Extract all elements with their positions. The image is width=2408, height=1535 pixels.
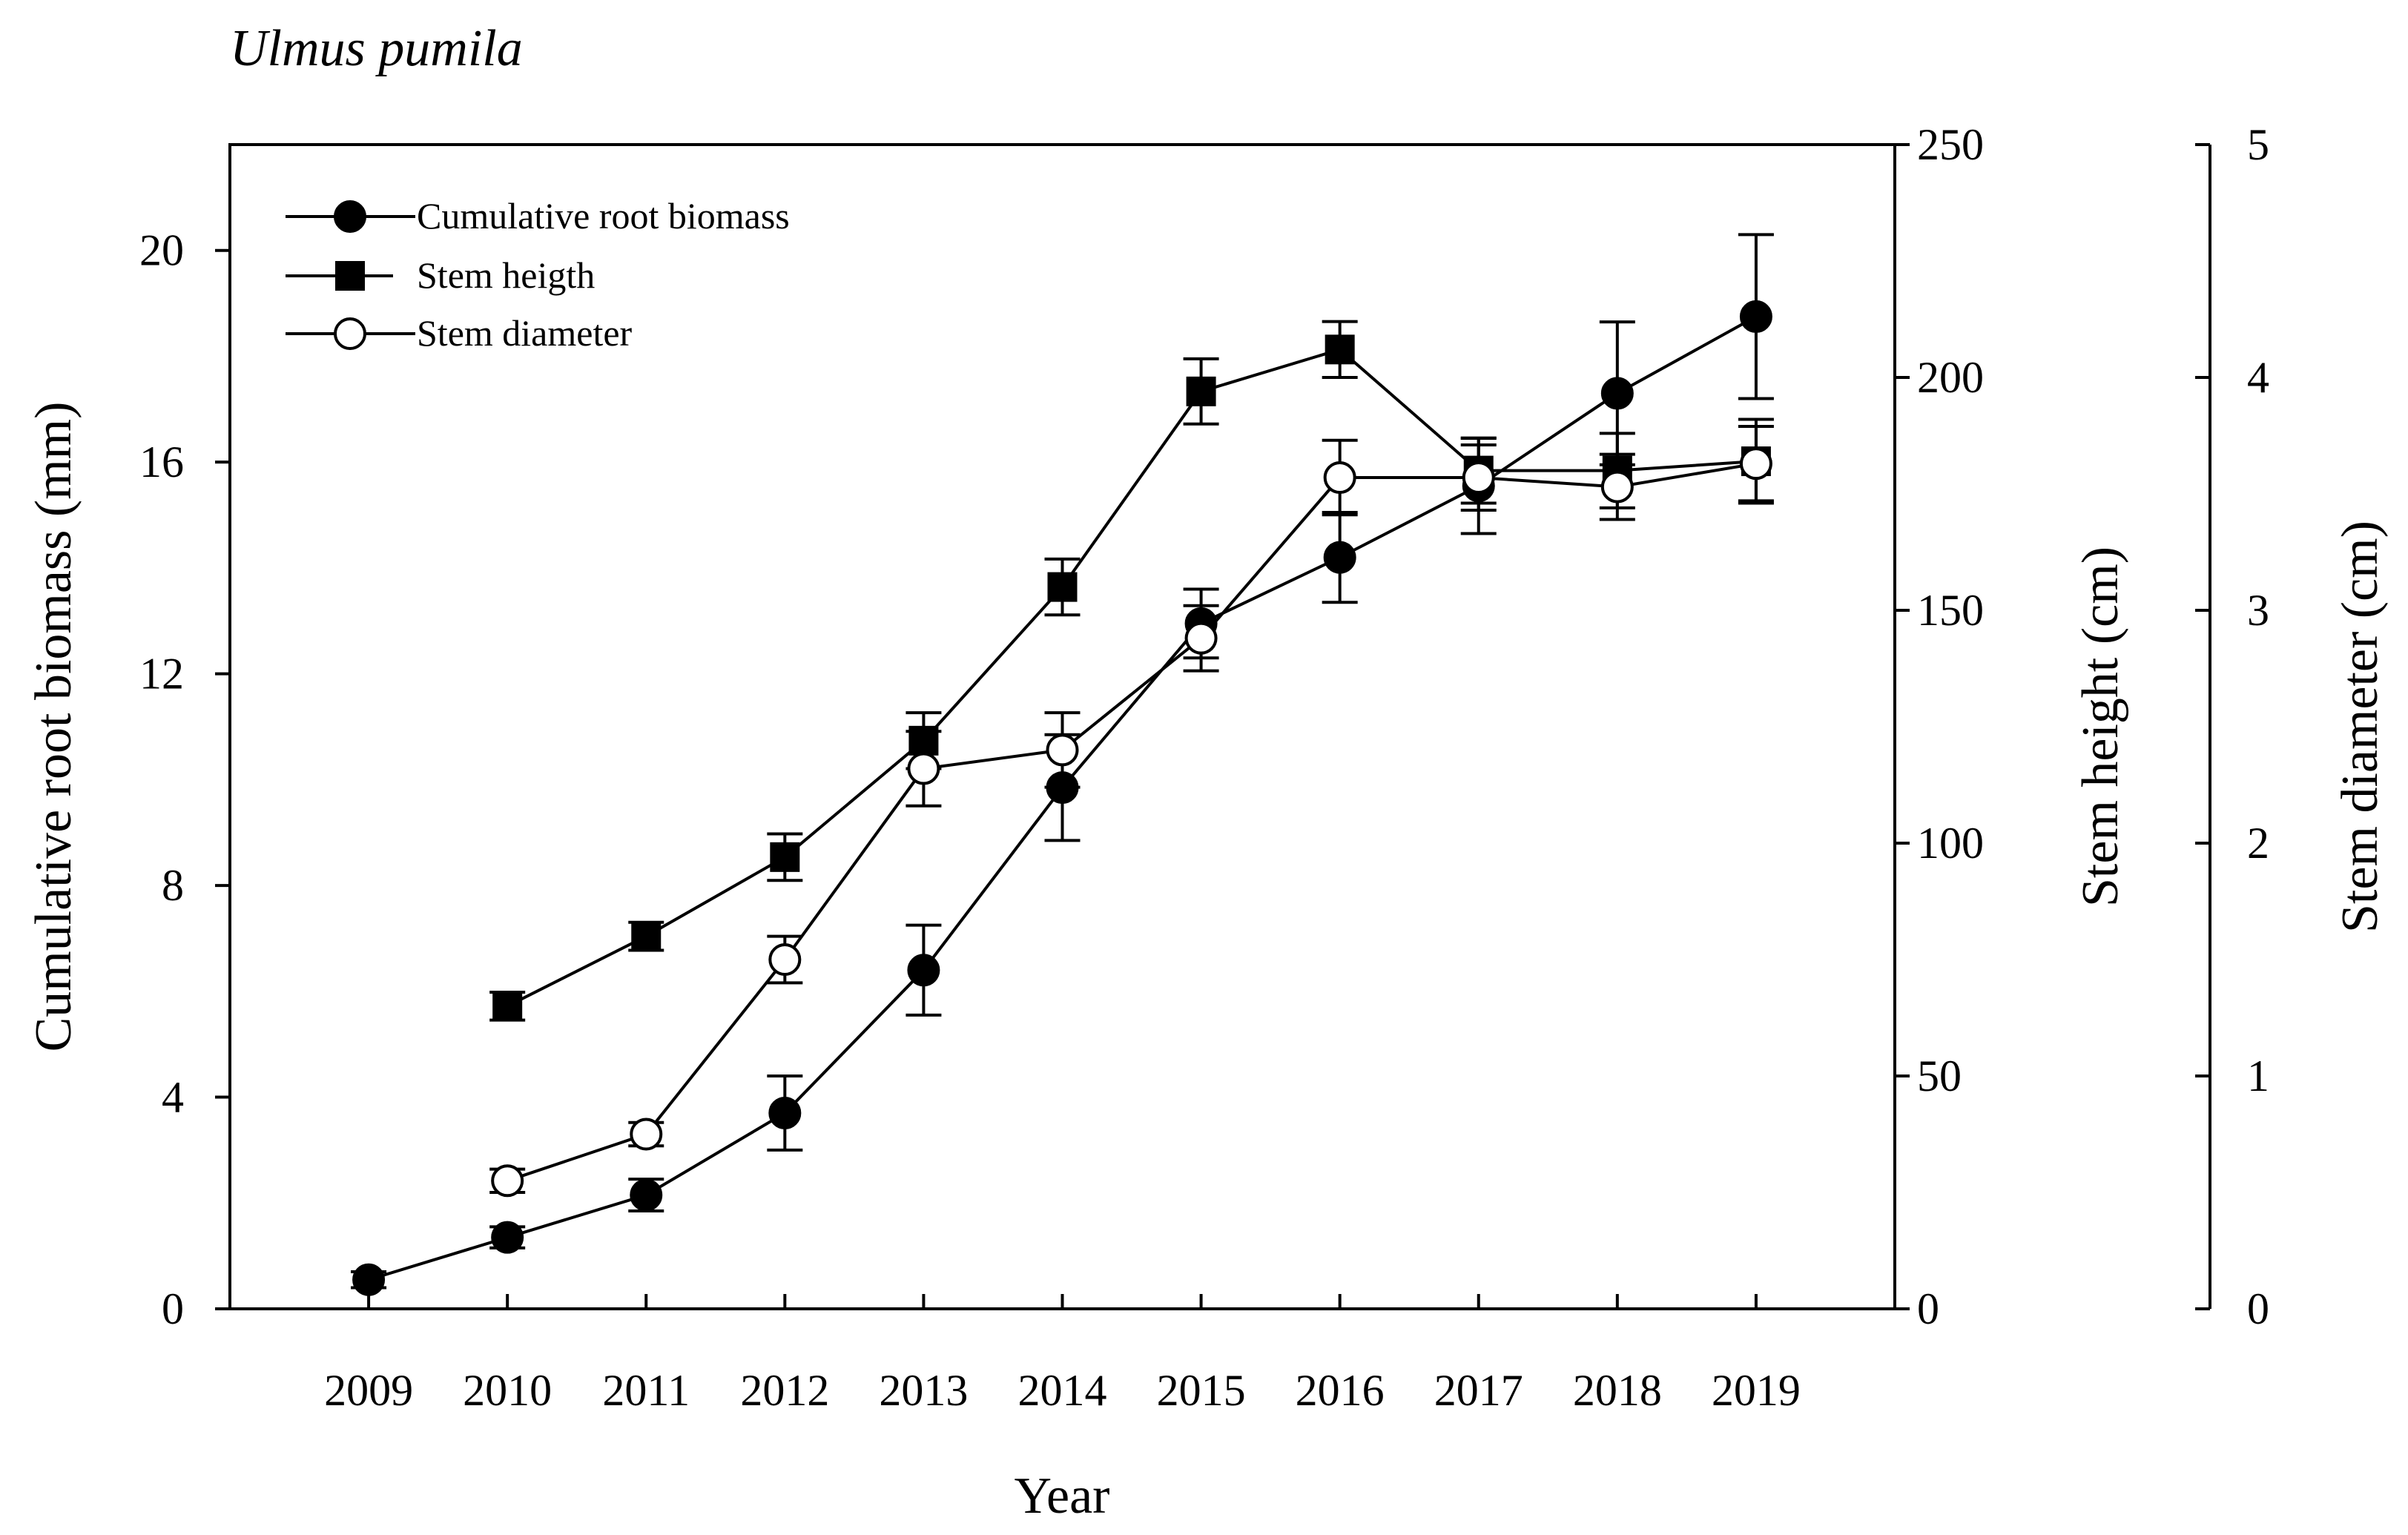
legend-entry-stem-diameter: Stem diameter xyxy=(286,312,633,354)
x-axis: 2009 2010 2011 2012 2013 2014 2015 2016 2017 2018… xyxy=(324,1294,1801,1415)
data-point xyxy=(1462,461,1495,495)
right-tick-label: 150 xyxy=(1917,586,1984,635)
x-tick-label: 2017 xyxy=(1434,1366,1523,1415)
right-tick-label: 0 xyxy=(1917,1284,1939,1333)
x-tick-label: 2016 xyxy=(1296,1366,1385,1415)
data-point xyxy=(907,954,940,987)
legend-label-stem-height: Stem heigth xyxy=(417,254,595,296)
x-tick-label: 2011 xyxy=(602,1366,690,1415)
right2-tick-label: 5 xyxy=(2247,120,2269,169)
data-point xyxy=(630,1118,663,1151)
left-tick-label: 0 xyxy=(162,1284,184,1333)
data-point xyxy=(1047,572,1078,602)
series-layer xyxy=(351,233,1774,1296)
legend: Cumulative root biomass Stem heigth Stem… xyxy=(286,195,790,354)
data-point xyxy=(1323,461,1356,495)
series-line-2 xyxy=(507,462,1757,1183)
data-point xyxy=(1046,733,1079,767)
data-point xyxy=(1325,334,1355,365)
data-point xyxy=(491,1221,524,1254)
right2-tick-label: 1 xyxy=(2247,1052,2269,1100)
right-tick-label: 250 xyxy=(1917,120,1984,169)
left-tick-label: 8 xyxy=(162,861,184,910)
x-tick-label: 2009 xyxy=(324,1366,413,1415)
x-tick-label: 2014 xyxy=(1018,1366,1107,1415)
right-tick-label: 50 xyxy=(1917,1052,1962,1100)
right-axis: 0 50 100 150 200 250 xyxy=(1895,120,1984,1333)
data-point xyxy=(631,921,662,951)
right2-tick-label: 3 xyxy=(2247,586,2269,635)
left-axis-title: Cumulative root biomass (mm) xyxy=(25,402,82,1052)
data-point xyxy=(1186,376,1216,406)
data-point xyxy=(1739,300,1772,333)
x-tick-label: 2015 xyxy=(1157,1366,1246,1415)
data-point xyxy=(352,1263,386,1296)
right2-tick-label: 0 xyxy=(2247,1284,2269,1333)
right-tick-label: 200 xyxy=(1917,353,1984,402)
data-point xyxy=(1184,621,1218,655)
legend-label-root-biomass: Cumulative root biomass xyxy=(417,195,790,237)
data-point xyxy=(630,1178,663,1212)
data-point xyxy=(1323,541,1356,574)
left-axis: 0 4 8 12 16 20 xyxy=(139,226,230,1333)
right2-tick-label: 4 xyxy=(2247,353,2269,402)
right-axis-title: Stem height (cm) xyxy=(2072,547,2129,907)
legend-marker-stem-diameter xyxy=(334,317,366,350)
x-tick-label: 2010 xyxy=(463,1366,552,1415)
right2-axis: 0 1 2 3 4 5 xyxy=(2195,120,2269,1333)
left-tick-label: 20 xyxy=(139,226,184,275)
x-tick-label: 2013 xyxy=(879,1366,968,1415)
legend-entry-stem-height: Stem heigth xyxy=(286,254,595,296)
data-point xyxy=(492,991,523,1021)
data-point xyxy=(1739,447,1772,481)
right2-axis-title: Stem diameter (cm) xyxy=(2332,521,2389,933)
legend-entry-root-biomass: Cumulative root biomass xyxy=(286,195,790,237)
right2-tick-label: 2 xyxy=(2247,819,2269,868)
chart-title: Ulmus pumila xyxy=(230,20,523,77)
right-tick-label: 100 xyxy=(1917,819,1984,868)
legend-marker-root-biomass xyxy=(334,200,366,233)
series-line-1 xyxy=(507,348,1757,1008)
data-point xyxy=(491,1164,524,1198)
data-point xyxy=(768,943,802,976)
data-point xyxy=(768,1096,802,1129)
data-point xyxy=(907,752,940,785)
data-point xyxy=(1600,470,1634,504)
data-point xyxy=(770,842,800,872)
legend-label-stem-diameter: Stem diameter xyxy=(417,312,633,354)
legend-marker-stem-height xyxy=(335,261,365,291)
x-tick-label: 2018 xyxy=(1573,1366,1662,1415)
x-tick-label: 2012 xyxy=(740,1366,829,1415)
left-tick-label: 12 xyxy=(139,650,184,699)
left-tick-label: 4 xyxy=(162,1073,184,1122)
left-tick-label: 16 xyxy=(139,438,184,486)
x-axis-title: Year xyxy=(1015,1468,1110,1525)
data-point xyxy=(1600,377,1634,410)
x-tick-label: 2019 xyxy=(1712,1366,1801,1415)
